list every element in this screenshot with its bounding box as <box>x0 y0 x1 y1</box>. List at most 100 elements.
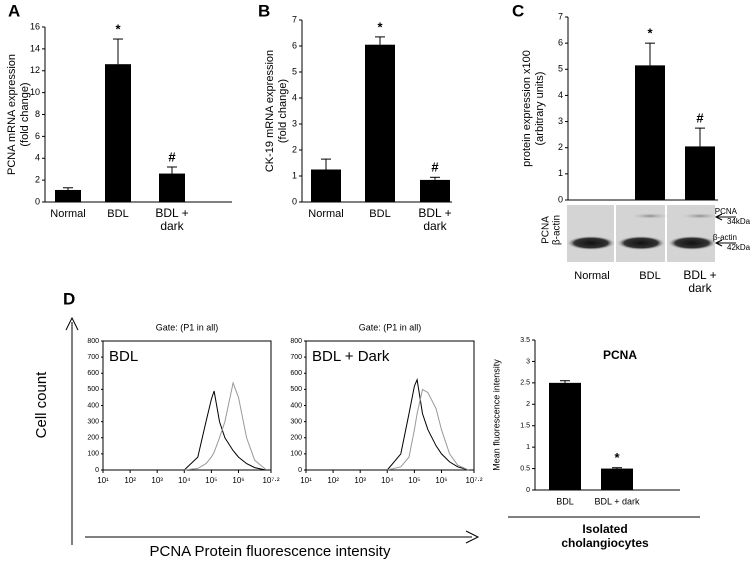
blot-label: 42kDa <box>727 243 751 252</box>
y-tick-label: 600 <box>290 370 302 377</box>
bar <box>549 382 581 490</box>
y-tick-label: 700 <box>290 354 302 361</box>
y-tick-label: 7 <box>558 11 563 21</box>
y-tick-label: 1 <box>558 168 563 178</box>
x-tick-label: 10¹ <box>97 476 109 485</box>
y-axis-label: (fold change) <box>277 79 289 143</box>
x-tick-label: 10⁷·² <box>262 476 279 485</box>
error-bar <box>430 176 440 180</box>
x-tick-label: Normal <box>308 208 343 220</box>
error-bar <box>375 36 385 45</box>
y-tick-label: 700 <box>87 354 99 361</box>
bar <box>601 468 633 490</box>
y-axis-label: PCNA mRNA expression <box>6 54 18 175</box>
x-tick-label: 10⁴ <box>381 476 394 485</box>
x-tick-label: BDL + <box>418 206 451 220</box>
error-bar <box>612 467 622 469</box>
y-tick-label: 300 <box>290 418 302 425</box>
y-tick-label: 300 <box>87 418 99 425</box>
x-axis-label: PCNA Protein fluorescence intensity <box>150 543 391 560</box>
y-tick-label: 10 <box>30 87 40 97</box>
panel-label: B <box>258 1 270 20</box>
y-tick-label: 2 <box>35 175 40 185</box>
error-bar <box>695 127 705 147</box>
bar <box>105 64 131 202</box>
x-tick-label: dark <box>423 219 447 233</box>
arrows <box>65 213 736 545</box>
gate-title: Gate: (P1 in all) <box>156 322 219 332</box>
y-tick-label: 200 <box>87 435 99 442</box>
sample-label: BDL + Dark <box>312 348 390 365</box>
x-tick-label: dark <box>160 219 184 233</box>
y-tick-label: 0.5 <box>520 465 530 472</box>
y-tick-label: 0 <box>298 467 302 474</box>
gate-title: Gate: (P1 in all) <box>359 322 422 332</box>
bar <box>311 169 341 202</box>
y-tick-label: 3.5 <box>520 337 530 344</box>
x-tick-label: Normal <box>574 270 609 282</box>
y-tick-label: 100 <box>87 451 99 458</box>
histogram-curve <box>386 377 469 471</box>
annotation: * <box>647 26 653 41</box>
y-tick-label: 0 <box>95 467 99 474</box>
y-tick-label: 5 <box>292 66 297 76</box>
x-tick-label: BDL + dark <box>595 496 640 506</box>
y-tick-label: 200 <box>290 435 302 442</box>
x-tick-label: 10⁶ <box>232 476 244 485</box>
western-blot <box>567 205 720 262</box>
chart-title: PCNA <box>603 348 637 362</box>
y-tick-label: 4 <box>292 92 297 102</box>
y-tick-label: 0 <box>35 196 40 206</box>
y-tick-label: 0 <box>558 194 563 204</box>
y-tick-label: 2 <box>558 142 563 152</box>
y-tick-label: 2 <box>292 144 297 154</box>
bar <box>420 179 450 202</box>
x-tick-label: BDL + <box>683 268 716 282</box>
y-axis-label: Mean fluorescence intensity <box>491 359 501 471</box>
panel-label: C <box>512 1 524 20</box>
error-bar <box>560 380 570 383</box>
y-tick-label: 500 <box>290 386 302 393</box>
annotation: # <box>168 149 176 164</box>
x-tick-label: 10⁶ <box>435 476 447 485</box>
x-tick-label: BDL <box>556 496 574 506</box>
blot-label: PCNA <box>715 207 738 216</box>
panel-label: D <box>63 289 75 308</box>
panel-label: A <box>8 1 20 20</box>
y-tick-label: 100 <box>290 451 302 458</box>
error-bar <box>321 158 331 170</box>
x-tick-label: 10⁷·² <box>465 476 482 485</box>
y-tick-label: 3 <box>292 118 297 128</box>
y-axis-label: (fold change) <box>19 82 31 146</box>
y-tick-label: 14 <box>30 43 40 53</box>
y-tick-label: 1 <box>292 170 297 180</box>
bar <box>635 65 665 200</box>
x-tick-label: BDL <box>107 208 128 220</box>
bar <box>55 189 81 202</box>
y-tick-label: 400 <box>290 402 302 409</box>
error-bar <box>113 38 123 65</box>
error-bar <box>167 166 177 174</box>
blot-label: β-actin <box>552 215 563 245</box>
y-tick-label: 16 <box>30 21 40 31</box>
y-tick-label: 0 <box>292 196 297 206</box>
y-tick-label: 3 <box>558 116 563 126</box>
y-tick-label: 5 <box>558 64 563 74</box>
x-tick-label: 10² <box>327 476 339 485</box>
x-tick-label: dark <box>688 281 712 295</box>
x-tick-label: 10¹ <box>300 476 312 485</box>
y-tick-label: 4 <box>35 153 40 163</box>
y-tick-label: 6 <box>558 38 563 48</box>
bar <box>365 44 395 203</box>
x-tick-label: 10³ <box>354 476 366 485</box>
annotation: * <box>115 21 121 36</box>
y-tick-label: 6 <box>35 131 40 141</box>
y-tick-label: 500 <box>87 386 99 393</box>
x-tick-label: 10³ <box>151 476 163 485</box>
footer: Isolated <box>582 522 627 536</box>
annotation: * <box>614 450 620 465</box>
annotation: * <box>377 19 383 34</box>
y-tick-label: 12 <box>30 65 40 75</box>
x-tick-label: BDL <box>369 208 390 220</box>
